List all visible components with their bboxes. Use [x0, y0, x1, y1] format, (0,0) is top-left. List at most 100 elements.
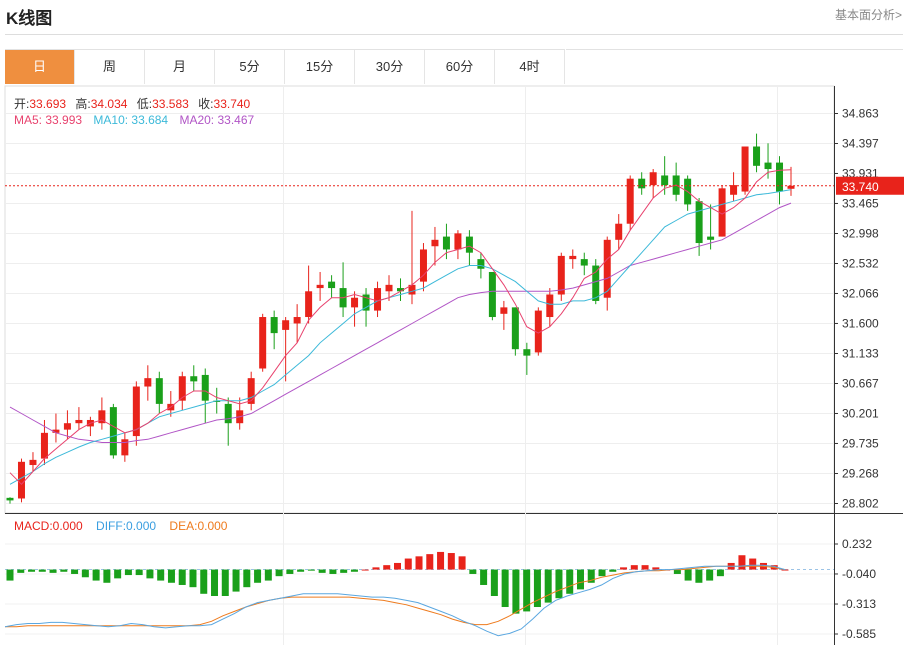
macd-bar	[297, 569, 305, 572]
diff-label: DIFF:	[96, 519, 127, 533]
ma5-label: MA5:	[14, 113, 46, 127]
macd-bar	[167, 569, 175, 583]
tab-60min[interactable]: 60分	[425, 50, 495, 84]
macd-bar	[243, 569, 251, 588]
macd-bar	[146, 569, 154, 579]
tab-30min[interactable]: 30分	[355, 50, 425, 84]
candle-body	[282, 320, 290, 330]
macd-bar	[673, 569, 681, 574]
macd-bar	[684, 569, 692, 581]
candle-body	[190, 376, 198, 382]
last-price-badge	[836, 176, 904, 195]
candle-body	[592, 265, 600, 301]
candle-body	[603, 239, 611, 298]
tab-5min[interactable]: 5分	[215, 50, 285, 84]
candle-body	[488, 271, 496, 318]
candle-body	[730, 185, 738, 195]
fundamental-analysis-link[interactable]: 基本面分析>	[834, 8, 902, 22]
high-label: 高:	[75, 97, 91, 111]
tab-4hour[interactable]: 4时	[495, 50, 565, 84]
macd-bar	[307, 569, 315, 571]
candle-body	[569, 255, 577, 260]
price-tick-label: 29.268	[842, 467, 879, 481]
candle-body	[408, 284, 416, 295]
macd-bar	[178, 569, 186, 585]
ma10-label: MA10:	[93, 113, 132, 127]
price-tick-label: 32.998	[842, 227, 879, 241]
macd-bar	[372, 567, 380, 570]
tab-week[interactable]: 周	[75, 50, 145, 84]
macd-bar	[124, 569, 132, 576]
macd-bar	[189, 569, 197, 588]
candle-body	[776, 162, 784, 192]
candle-body	[52, 429, 60, 433]
candle-body	[201, 374, 209, 401]
macd-bar	[533, 569, 541, 608]
price-tick-label: 30.667	[842, 376, 879, 390]
candle-body	[454, 233, 462, 250]
price-tick-label: 34.397	[842, 136, 879, 150]
macd-bar	[350, 569, 358, 572]
candle-body	[442, 236, 450, 250]
macd-bar	[394, 562, 401, 570]
macd-bar	[523, 569, 531, 612]
candle-body	[580, 259, 588, 266]
macd-bar	[566, 569, 574, 594]
open-label: 开:	[14, 97, 30, 111]
candle-body	[155, 378, 163, 404]
candle-body	[40, 432, 48, 459]
candle-body	[132, 386, 140, 437]
macd-bar	[555, 569, 563, 599]
tab-bar-rest	[566, 49, 903, 85]
candle-body	[362, 294, 370, 311]
ma5-line	[9, 169, 792, 486]
macd-bar	[264, 569, 272, 581]
candle-body	[247, 378, 255, 404]
macd-bar	[576, 569, 584, 590]
candle-body	[293, 317, 301, 324]
candle-body	[98, 410, 106, 424]
macd-bar	[232, 569, 240, 592]
candle-body	[419, 249, 427, 282]
macd-bar	[749, 558, 757, 570]
macd-bar	[211, 569, 219, 596]
macd-bar	[28, 569, 36, 572]
macd-bar	[81, 569, 89, 578]
macd-bar	[458, 556, 466, 570]
macd-bar	[275, 569, 283, 577]
macd-tick-label: -0.040	[842, 567, 876, 581]
ma-readout: MA5: 33.993 MA10: 33.684 MA20: 33.467	[14, 113, 254, 127]
macd-bar	[469, 569, 477, 574]
candle-body	[534, 310, 542, 353]
macd-bar	[6, 569, 14, 581]
price-tick-label: 30.201	[842, 406, 879, 420]
macd-bar	[254, 569, 262, 583]
macd-bar	[437, 551, 445, 570]
macd-bar	[706, 569, 714, 581]
macd-bar	[490, 569, 498, 596]
dea-value: 0.000	[197, 519, 228, 533]
dea-label: DEA:	[169, 519, 198, 533]
candle-body	[75, 419, 83, 424]
candle-body	[224, 403, 232, 424]
tab-month[interactable]: 月	[145, 50, 215, 84]
macd-bar	[630, 565, 638, 570]
price-tick-label: 32.066	[842, 286, 879, 300]
last-price-label: 33.740	[842, 180, 879, 194]
macd-bar	[480, 569, 488, 585]
macd-bar	[738, 555, 746, 570]
macd-value: 0.000	[52, 519, 83, 533]
macd-bar	[38, 569, 46, 572]
macd-bar	[340, 569, 348, 573]
price-tick-label: 31.600	[842, 316, 879, 330]
tab-15min[interactable]: 15分	[285, 50, 355, 84]
ma5-value: 33.993	[45, 113, 83, 127]
macd-bar	[329, 569, 337, 574]
macd-label: MACD:	[14, 519, 53, 533]
macd-bar	[92, 569, 100, 581]
macd-tick-label: -0.585	[842, 627, 876, 641]
tab-day[interactable]: 日	[5, 50, 75, 84]
price-tick-label: 33.465	[842, 196, 879, 210]
macd-bar	[60, 569, 68, 572]
